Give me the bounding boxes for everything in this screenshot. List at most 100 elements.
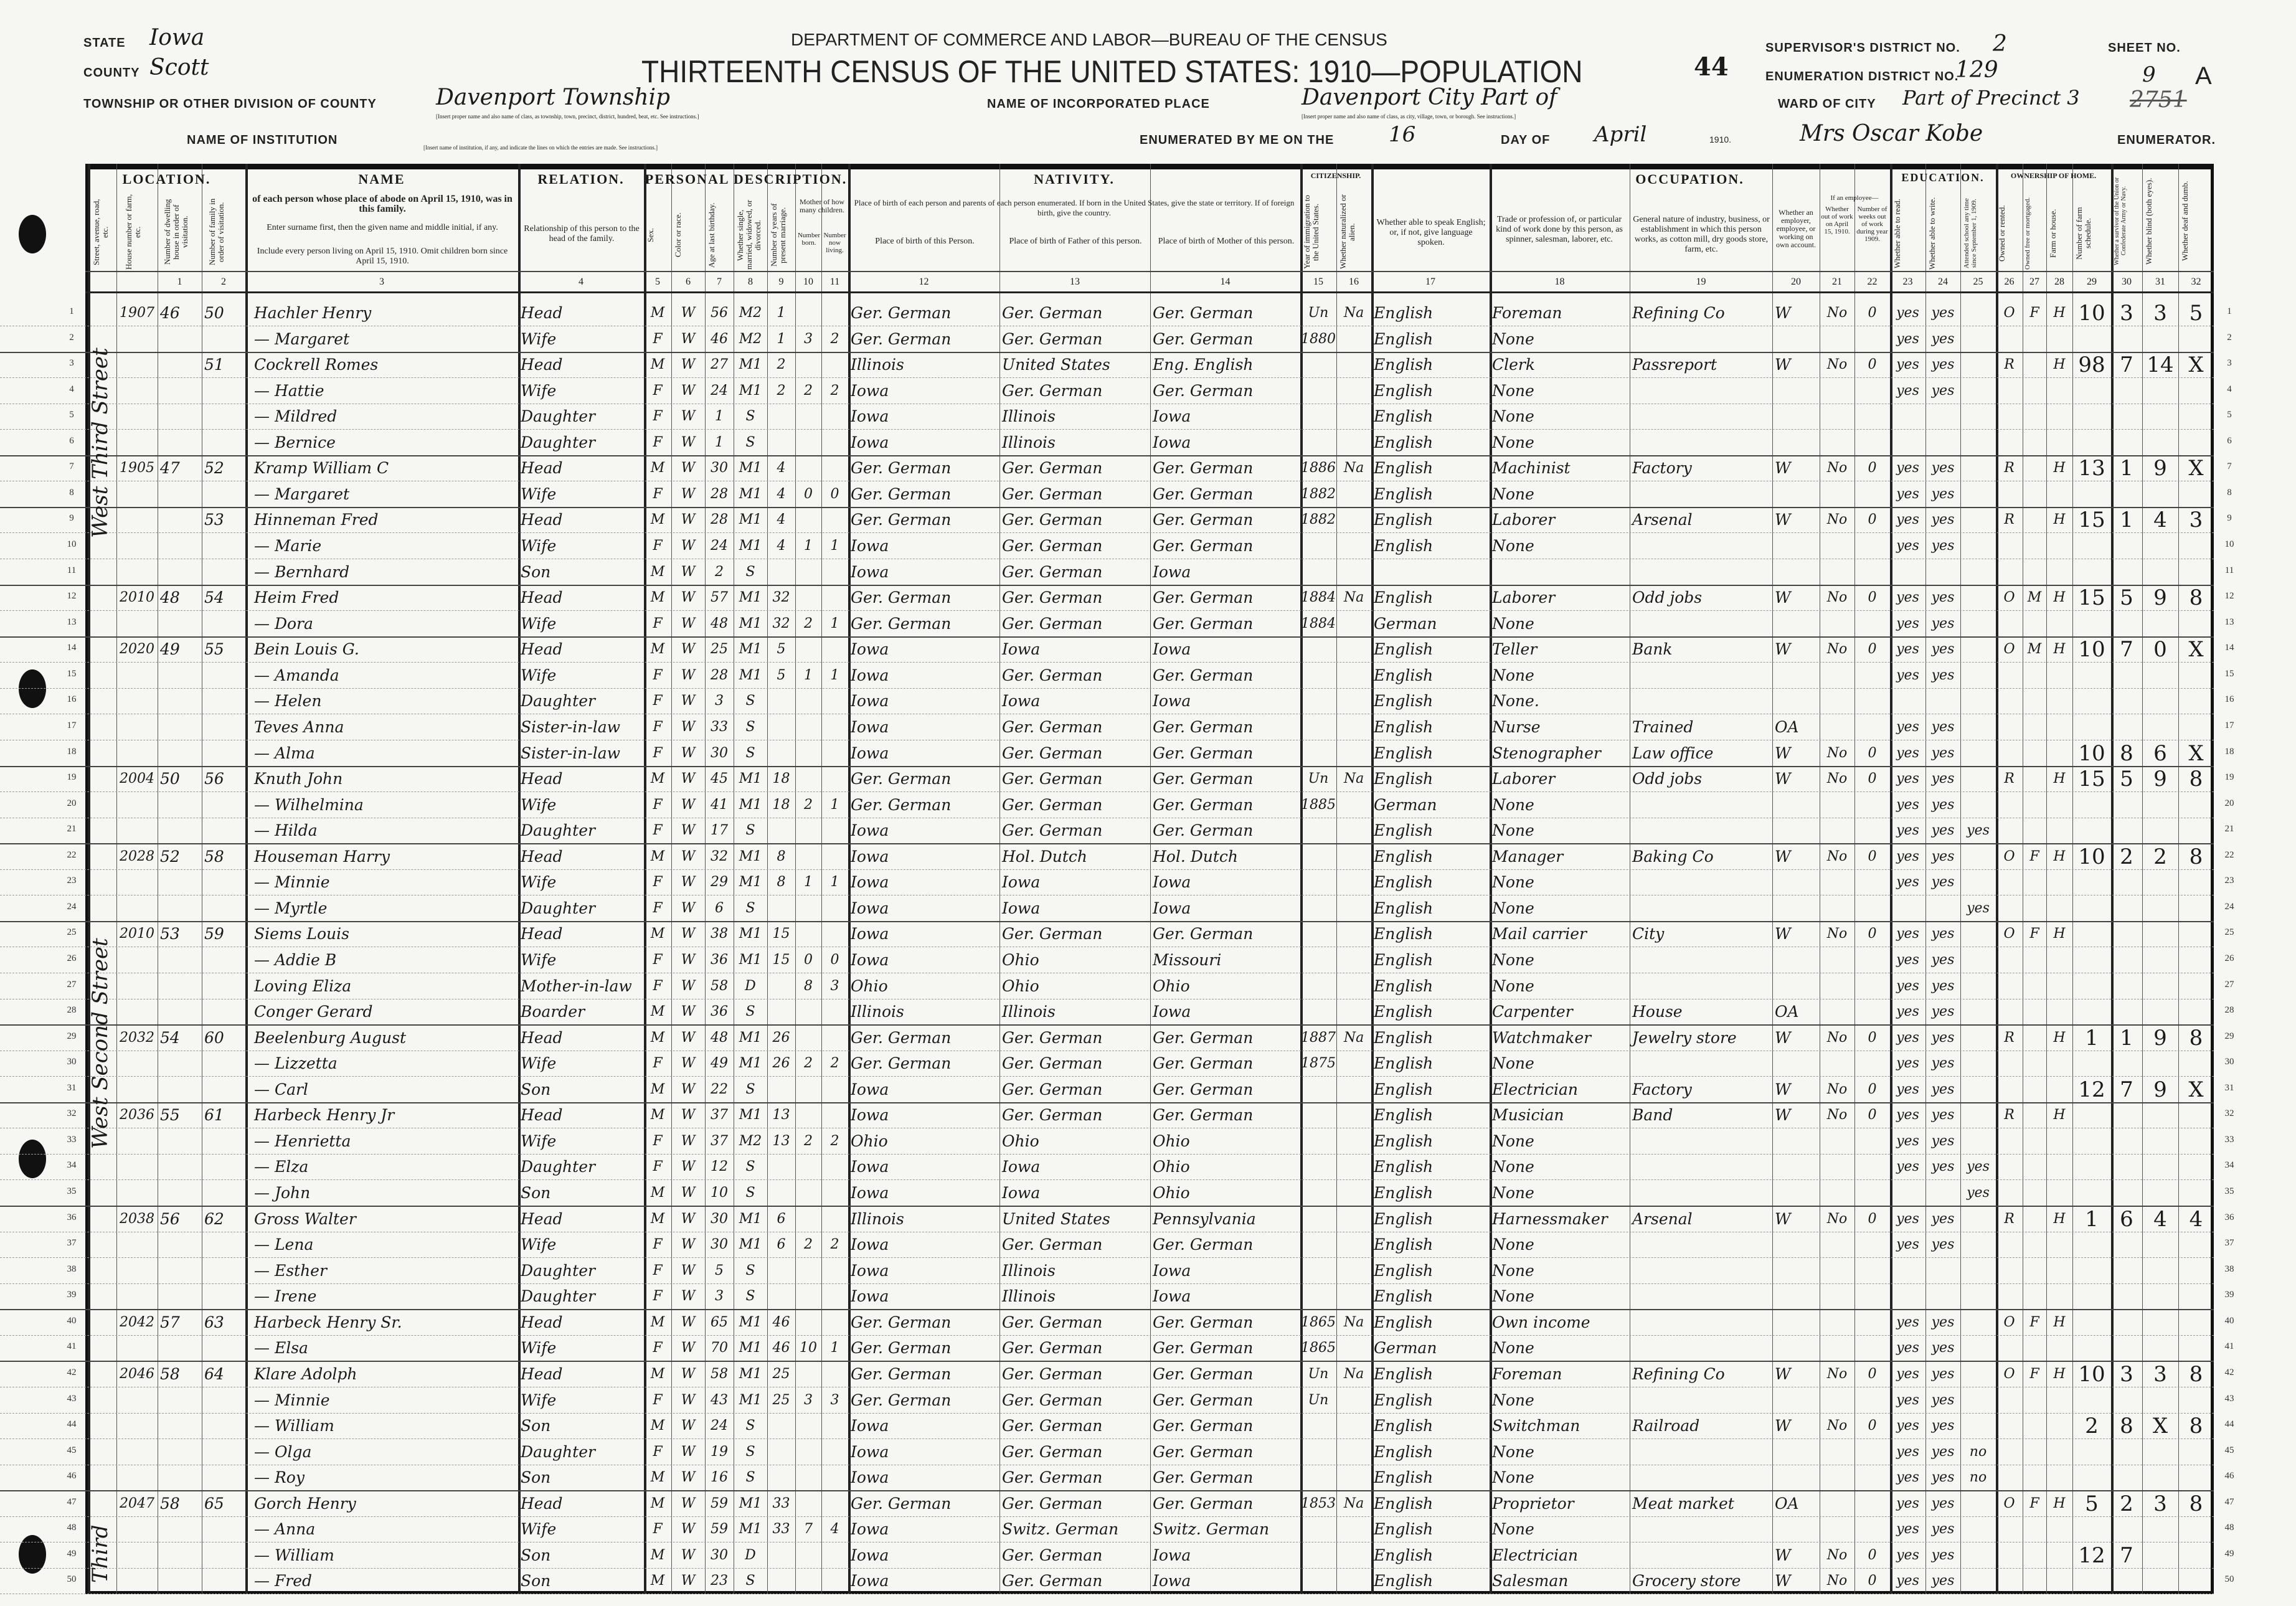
cell-mother-birthplace: Iowa [1153,1572,1191,1590]
cell-relation: Head [521,356,563,374]
cell-name: Siems Louis [254,925,349,943]
cell-marital: M1 [739,460,762,476]
cell-name: — Addie B [254,951,337,969]
cell-age: 1 [715,434,724,450]
cell-can-write: yes [1931,771,1955,787]
cell-trade: None [1492,976,1534,995]
cell-mother-birthplace: Hol. Dutch [1153,847,1239,866]
cell-birthplace: Ger. German [851,304,952,322]
cell-can-read: yes [1896,1107,1919,1123]
cell-sex: F [653,409,663,425]
cell-free-mortgaged: M [2027,641,2042,658]
cell-relation: Wife [521,1391,557,1409]
cell-industry: Odd jobs [1632,770,1703,788]
cell-house: 2010 [120,926,154,942]
cell-sex: M [650,641,665,658]
cell-can-write: yes [1931,1547,1955,1563]
cell-race: W [681,1288,696,1305]
cell-marital: M1 [739,1521,762,1538]
cell-language: English [1374,1028,1434,1047]
cell-industry: Odd jobs [1632,588,1703,607]
cell-out-of-work: No [1826,1547,1848,1563]
cell-marital: M1 [739,615,762,631]
cell-children-born: 1 [804,667,813,683]
cell-birthplace: Ohio [851,1131,888,1150]
cell-name: — Minnie [254,873,330,892]
department-line: DEPARTMENT OF COMMERCE AND LABOR—BUREAU … [791,30,1387,49]
cell-sex: M [650,1004,665,1020]
column-divider [2178,164,2179,1594]
cell-age: 30 [711,1237,728,1253]
cell-sex: F [653,538,663,554]
cell-can-read: yes [1896,771,1919,787]
cell-relation: Daughter [521,692,595,711]
cell-language: English [1374,1417,1434,1435]
cell-code-29: 10 [2078,844,2105,869]
cell-language: English [1374,407,1434,426]
cell-out-of-work: No [1826,1029,1848,1046]
cell-name: — Elsa [254,1339,308,1358]
cell-language: English [1374,1235,1434,1254]
cell-name: — William [254,1417,334,1435]
cell-can-read: yes [1896,1081,1919,1097]
cell-relation: Head [521,770,563,788]
cell-father-birthplace: Ger. German [1002,537,1103,555]
cell-can-read: yes [1896,615,1919,631]
cell-can-write: yes [1931,512,1955,528]
line-number: 50 [67,1574,77,1585]
line-number: 40 [67,1315,77,1326]
cell-naturalization: Na [1343,771,1364,787]
cell-family: 56 [204,770,224,788]
cell-age: 28 [711,512,728,528]
subheader-immigration: Year of immigration to the United States… [1303,195,1320,269]
cell-mother-birthplace: Ger. German [1153,484,1254,503]
subheader-mother-of: Mother of how many children. [800,198,844,214]
cell-age: 17 [711,823,728,839]
cell-race: W [681,1392,696,1408]
cell-trade: Foreman [1492,1364,1562,1383]
cell-employer-status: W [1775,1106,1791,1125]
cell-can-write: yes [1931,1107,1955,1123]
column-number: 16 [1349,276,1359,287]
column-divider [2111,164,2114,1594]
cell-trade: None [1492,1442,1534,1461]
cell-father-birthplace: Ger. German [1002,925,1103,943]
cell-marital: S [745,564,755,580]
table-row: 9 9 53 Hinneman Fred Head M W 28 M1 4 Ger. German G… [0,507,2232,534]
cell-marital: S [745,1081,755,1097]
sheet-label: SHEET NO. [2108,41,2181,55]
cell-immigration-year: 1886 [1301,460,1336,476]
table-row: 47 47 2047 58 65 Gorch Henry Head M W 59 M1 33 Ger. … [0,1491,2234,1517]
cell-language: English [1374,433,1434,451]
street-name: Third [88,1524,113,1583]
table-row: 13 13 — Dora Wife F W 48 M1 32 2 1 Ger. German Ger. … [0,611,2234,638]
cell-code-31: X [2152,1414,2168,1439]
cell-out-of-work: No [1826,1573,1848,1589]
cell-code-29: 98 [2078,352,2105,378]
enumerated-day: 16 [1389,122,1416,147]
line-number: 41 [2224,1341,2234,1352]
cell-relation: Head [521,459,563,478]
column-number: 25 [1973,276,1983,287]
cell-age: 45 [711,771,728,787]
cell-can-read: yes [1896,538,1919,554]
column-divider [644,164,646,1594]
state-value: Iowa [149,25,205,50]
cell-can-write: yes [1931,874,1955,890]
cell-trade: Machinist [1492,459,1571,478]
cell-name: — Bernhard [254,562,350,581]
line-number: 14 [2224,643,2234,653]
cell-race: W [681,745,696,761]
cell-age: 37 [711,1133,728,1149]
cell-age: 3 [715,1288,724,1305]
cell-language: English [1374,1131,1434,1150]
line-number: 10 [2224,539,2234,550]
line-number: 18 [67,746,77,757]
cell-children-living: 1 [830,1340,839,1356]
cell-children-born: 7 [804,1521,813,1538]
cell-family: 55 [204,640,224,659]
cell-farm-house: H [2053,460,2066,476]
cell-code-31: 3 [2153,301,2167,326]
line-number: 31 [2224,1082,2234,1093]
column-number: 18 [1554,276,1565,287]
